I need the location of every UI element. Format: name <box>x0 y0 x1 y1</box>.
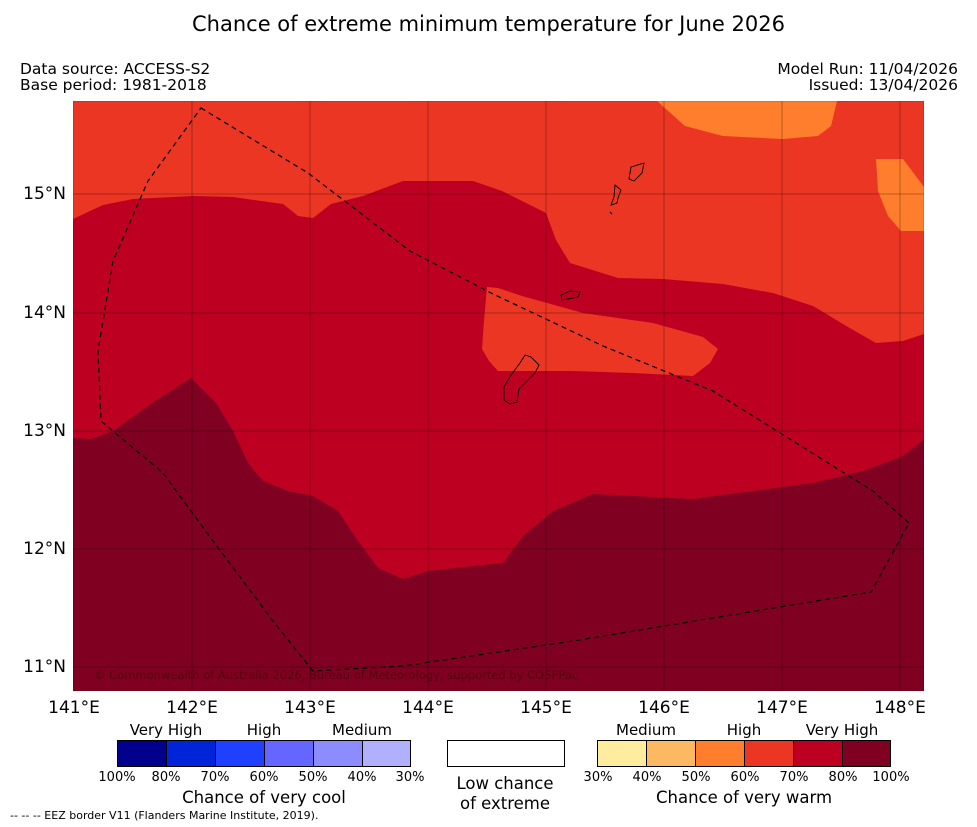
lon-label-142: 142°E <box>166 698 218 718</box>
warm-tick-80: 80% <box>828 770 858 785</box>
cool-tick-50: 50% <box>298 770 328 785</box>
warm-colorbar-label: Chance of very warm <box>655 788 833 807</box>
meta-left: Data source: ACCESS-S2 Base period: 1981… <box>20 61 210 93</box>
cool-swatch-60-70 <box>215 740 265 767</box>
cool-colorbar-label: Chance of very cool <box>182 788 346 807</box>
zone-high-50-60-east <box>876 159 924 231</box>
warm-swatch-30-40 <box>597 740 647 767</box>
lat-label-11: 11°N <box>23 657 66 677</box>
cool-level-very-high: Very High <box>129 721 203 739</box>
warm-swatch-60-70 <box>744 740 794 767</box>
chart-title: Chance of extreme minimum temperature fo… <box>192 12 785 36</box>
zone-very-high-80-100 <box>73 378 924 691</box>
lon-label-144: 144°E <box>402 698 454 718</box>
island-outlines <box>503 162 645 405</box>
warm-tick-60: 60% <box>730 770 760 785</box>
zone-high-60-70-north <box>73 101 924 343</box>
lon-label-141: 141°E <box>48 698 100 718</box>
cool-level-high: High <box>246 721 282 739</box>
graticule <box>73 101 924 691</box>
map-panel[interactable] <box>73 101 924 691</box>
eez-footnote: -- -- -- EEZ border V11 (Flanders Marine… <box>10 809 319 822</box>
eez-border <box>97 107 910 672</box>
warm-tick-50: 50% <box>681 770 711 785</box>
guam-island <box>503 354 540 405</box>
cool-tick-60: 60% <box>249 770 279 785</box>
warm-tick-100: 100% <box>872 770 910 785</box>
meta-right: Model Run: 11/04/2026 Issued: 13/04/2026 <box>777 61 958 93</box>
tinian-island <box>610 184 622 206</box>
model-run: Model Run: 11/04/2026 <box>777 60 958 78</box>
low-chance-label: Low chance of extreme <box>456 774 553 814</box>
issued-date: Issued: 13/04/2026 <box>808 76 958 94</box>
cool-tick-70: 70% <box>200 770 230 785</box>
lat-label-12: 12°N <box>23 539 66 559</box>
warm-swatch-70-80 <box>793 740 843 767</box>
warm-swatch-80-100 <box>842 740 891 767</box>
aguijan-island <box>609 211 613 215</box>
warm-tick-40: 40% <box>632 770 662 785</box>
cool-tick-40: 40% <box>347 770 377 785</box>
data-source: Data source: ACCESS-S2 <box>20 60 211 78</box>
lon-label-143: 143°E <box>284 698 336 718</box>
low-chance-swatch <box>447 740 565 767</box>
warm-level-medium: Medium <box>616 721 676 739</box>
lat-label-14: 14°N <box>23 303 66 323</box>
lon-label-147: 147°E <box>756 698 808 718</box>
copyright-notice: © Commonwealth of Australia 2026, Bureau… <box>94 668 579 682</box>
cool-tick-80: 80% <box>151 770 181 785</box>
lon-label-146: 146°E <box>638 698 690 718</box>
cool-swatch-50-60 <box>264 740 314 767</box>
warm-level-very-high: Very High <box>805 721 879 739</box>
base-period: Base period: 1981-2018 <box>20 76 207 94</box>
lon-label-145: 145°E <box>520 698 572 718</box>
zone-high-50-60-north <box>657 101 837 139</box>
low-chance-line2: of extreme <box>459 794 551 813</box>
lat-label-15: 15°N <box>23 184 66 204</box>
cool-swatch-70-80 <box>166 740 216 767</box>
warm-swatch-50-60 <box>695 740 745 767</box>
warm-swatch-40-50 <box>646 740 696 767</box>
rota-island <box>560 290 581 301</box>
zone-high-60-70-guam <box>482 287 718 376</box>
saipan-island <box>628 162 645 182</box>
lat-label-13: 13°N <box>23 421 66 441</box>
low-chance-line1: Low chance <box>456 774 554 793</box>
warm-tick-30: 30% <box>583 770 613 785</box>
cool-swatch-40-50 <box>313 740 363 767</box>
cool-tick-30: 30% <box>395 770 425 785</box>
warm-level-high: High <box>726 721 762 739</box>
cool-swatch-80-100 <box>117 740 167 767</box>
lon-label-148: 148°E <box>874 698 926 718</box>
cool-level-medium: Medium <box>332 721 392 739</box>
cool-swatch-30-40 <box>362 740 411 767</box>
cool-tick-100: 100% <box>98 770 136 785</box>
warm-tick-70: 70% <box>779 770 809 785</box>
